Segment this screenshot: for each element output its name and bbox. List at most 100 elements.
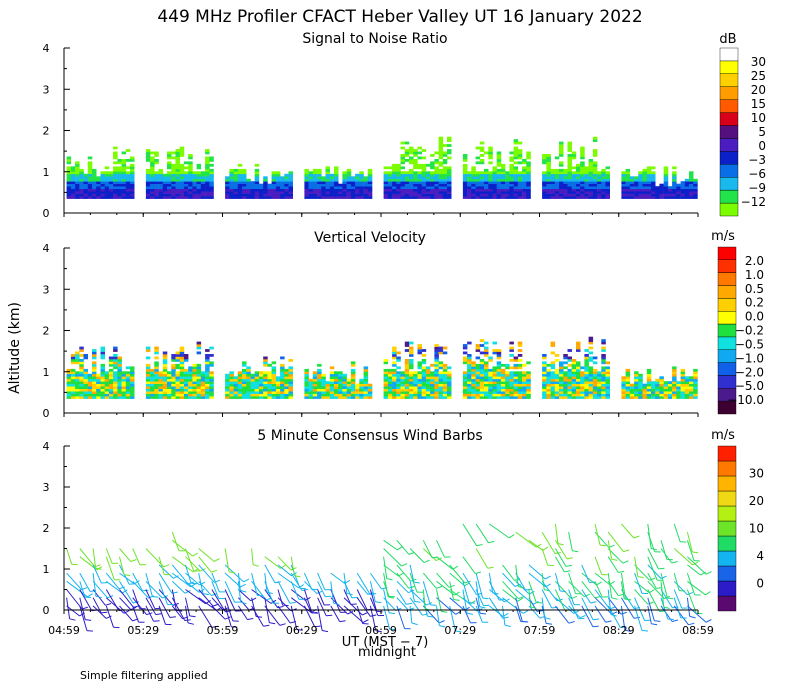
wind-barb [317,589,325,606]
heatmap-cell [413,378,418,382]
heatmap-cell [588,168,594,172]
heatmap-cell [550,361,556,365]
heatmap-cell [404,188,410,192]
heatmap-cell [434,368,439,372]
heatmap-cell [242,186,247,189]
heatmap-cell [546,159,551,162]
heatmap-cell [350,191,356,194]
heatmap-cell [417,378,422,382]
heatmap-cell [200,181,206,184]
wind-barb [541,531,556,554]
heatmap-cell [505,191,510,194]
wind-barb-flag [105,603,112,606]
heatmap-cell [167,154,172,157]
heatmap-cell [642,388,647,392]
heatmap-cell [113,161,118,165]
heatmap-cell [196,341,202,345]
wind-barb-flag [198,588,205,593]
heatmap-cell [383,188,389,192]
heatmap-cell [567,163,572,167]
heatmap-cell [500,191,506,194]
heatmap-cell [542,196,547,199]
heatmap-cell [663,396,669,399]
heatmap-cell [387,383,393,387]
heatmap-cell [409,396,414,399]
wind-barb [396,564,412,582]
heatmap-cell [145,371,151,375]
heatmap-cell [442,166,448,170]
heatmap-cell [676,396,681,399]
heatmap-cell [83,383,88,387]
heatmap-cell [447,366,452,370]
heatmap-cell [496,193,502,197]
heatmap-cell [125,396,131,399]
heatmap-cell [588,161,594,165]
wind-barb-flag [542,546,549,551]
heatmap-cell [342,376,347,380]
heatmap-cell [254,396,260,399]
heatmap-cell [75,186,80,189]
x-tick-label: 07:29 [444,624,476,637]
heatmap-cell [75,351,80,355]
heatmap-cell [175,171,180,175]
wind-barb-flag [96,566,103,571]
wind-barb-flag [231,626,238,628]
heatmap-cell [513,166,519,170]
heatmap-cell [475,388,481,392]
heatmap-cell [75,391,80,394]
heatmap-cell [467,393,472,397]
wind-barb [620,573,626,599]
heatmap-cell [413,159,418,162]
heatmap-cell [488,376,493,380]
heatmap-cell [288,378,293,382]
heatmap-cell [259,376,264,380]
heatmap-cell [242,176,247,180]
heatmap-cell [580,383,585,387]
wind-barb-flag [314,625,321,628]
heatmap-cell [417,393,422,397]
wind-barb [79,572,91,592]
heatmap-cell [363,386,369,389]
heatmap-cell [108,193,114,197]
heatmap-cell [605,396,610,399]
wind-barb-flag [637,576,644,579]
heatmap-cell [237,186,243,189]
colorbar-tick-label: 15 [751,97,766,111]
heatmap-cell [288,171,293,175]
x-tick-label: 06:59 [365,624,397,637]
heatmap-cell [242,373,247,377]
wind-barb [554,572,561,592]
heatmap-cell [571,181,577,184]
heatmap-cell [517,354,523,357]
heatmap-cell [229,388,234,392]
heatmap-cell [513,181,519,184]
heatmap-cell [396,388,401,392]
heatmap-cell [329,176,335,180]
heatmap-cell [479,146,485,150]
heatmap-cell [192,173,197,177]
wind-barb [92,580,108,599]
heatmap-cell [284,368,289,372]
heatmap-cell [242,196,247,199]
heatmap-cell [317,178,322,182]
heatmap-cell [383,359,389,362]
heatmap-cell [621,171,626,175]
heatmap-cell [550,376,556,380]
heatmap-cell [183,368,189,372]
heatmap-cell [205,149,210,152]
heatmap-cell [421,163,427,167]
heatmap-cell [467,366,472,370]
wind-barb [383,539,398,551]
heatmap-cell [196,188,202,192]
heatmap-cell [567,146,572,150]
heatmap-cell [196,388,202,392]
heatmap-cell [162,373,168,377]
heatmap-cell [409,176,414,180]
heatmap-cell [638,196,643,199]
heatmap-cell [584,366,589,370]
heatmap-cell [392,178,397,182]
wind-barb-flag [596,581,602,586]
wind-barb [158,597,171,618]
heatmap-cell [462,173,468,177]
